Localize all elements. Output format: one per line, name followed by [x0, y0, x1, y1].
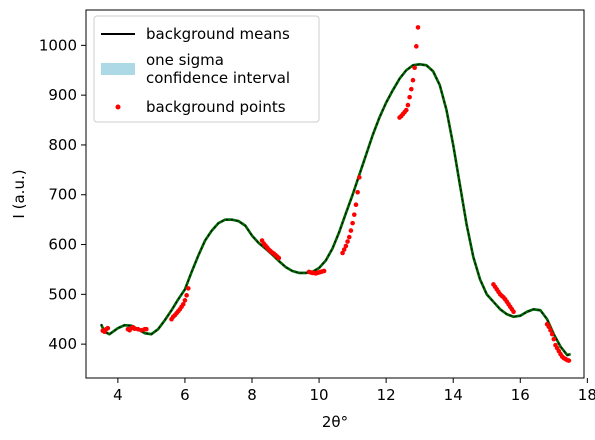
x-tick-label: 4: [113, 386, 123, 404]
background-point: [353, 202, 359, 208]
background-point: [351, 212, 357, 217]
x-ticks: 4 6 8 10 12 14 16 18: [113, 378, 595, 404]
x-tick-label: 12: [377, 386, 396, 404]
background-point: [345, 239, 350, 244]
y-axis-label: I (a.u.): [10, 169, 28, 218]
background-point: [340, 250, 345, 256]
background-point: [185, 286, 191, 291]
x-tick-label: 18: [578, 386, 595, 404]
y-tick-label: 400: [48, 335, 77, 353]
scatter-points-layer: [100, 25, 572, 363]
background-point: [341, 247, 347, 252]
background-point: [546, 324, 552, 330]
background-point: [184, 293, 189, 298]
x-tick-label: 10: [310, 386, 329, 404]
legend-band-swatch: [101, 63, 135, 75]
legend-label-background-means: background means: [146, 25, 290, 43]
x-tick-label: 16: [511, 386, 530, 404]
background-point: [105, 325, 111, 331]
y-tick-label: 500: [48, 285, 77, 303]
background-point: [346, 234, 352, 240]
y-tick-label: 600: [48, 236, 77, 254]
background-point: [357, 175, 362, 180]
background-point: [410, 77, 416, 83]
y-ticks: 400 500 600 700 800 900 1000: [39, 36, 86, 353]
background-point: [321, 268, 327, 274]
y-tick-label: 900: [48, 86, 77, 104]
legend-label-background-points: background points: [146, 98, 286, 116]
background-point: [348, 228, 354, 233]
background-point: [343, 243, 349, 249]
y-tick-label: 1000: [39, 36, 77, 54]
background-point: [548, 327, 553, 333]
background-point: [180, 302, 186, 307]
legend-label-confidence-interval: one sigma confidence interval: [146, 51, 290, 87]
legend-frame: [93, 15, 320, 123]
background-point: [182, 298, 188, 303]
background-point: [144, 326, 149, 332]
x-tick-label: 6: [180, 386, 190, 404]
background-point: [407, 94, 412, 100]
background-point: [412, 65, 417, 71]
x-tick-label: 14: [444, 386, 463, 404]
background-point: [355, 189, 360, 195]
background-point: [276, 255, 282, 261]
background-point: [551, 336, 557, 342]
x-axis-label: 2θ°: [322, 413, 348, 431]
mean-line: [100, 63, 571, 356]
background-point: [549, 331, 555, 337]
background-point: [408, 86, 414, 92]
background-point: [511, 309, 516, 315]
legend: background means one sigma confidence in…: [93, 15, 320, 123]
y-tick-label: 800: [48, 136, 77, 154]
legend-scatter-swatch: [115, 104, 121, 110]
background-point: [403, 107, 409, 113]
y-tick-label: 700: [48, 186, 77, 204]
x-tick-label: 8: [247, 386, 257, 404]
background-point: [350, 220, 355, 226]
background-point: [566, 358, 572, 363]
background-point: [414, 44, 419, 49]
background-point: [415, 25, 421, 30]
plot-frame: [85, 9, 585, 379]
mean-line-layer: [99, 62, 571, 357]
background-point: [405, 102, 411, 108]
